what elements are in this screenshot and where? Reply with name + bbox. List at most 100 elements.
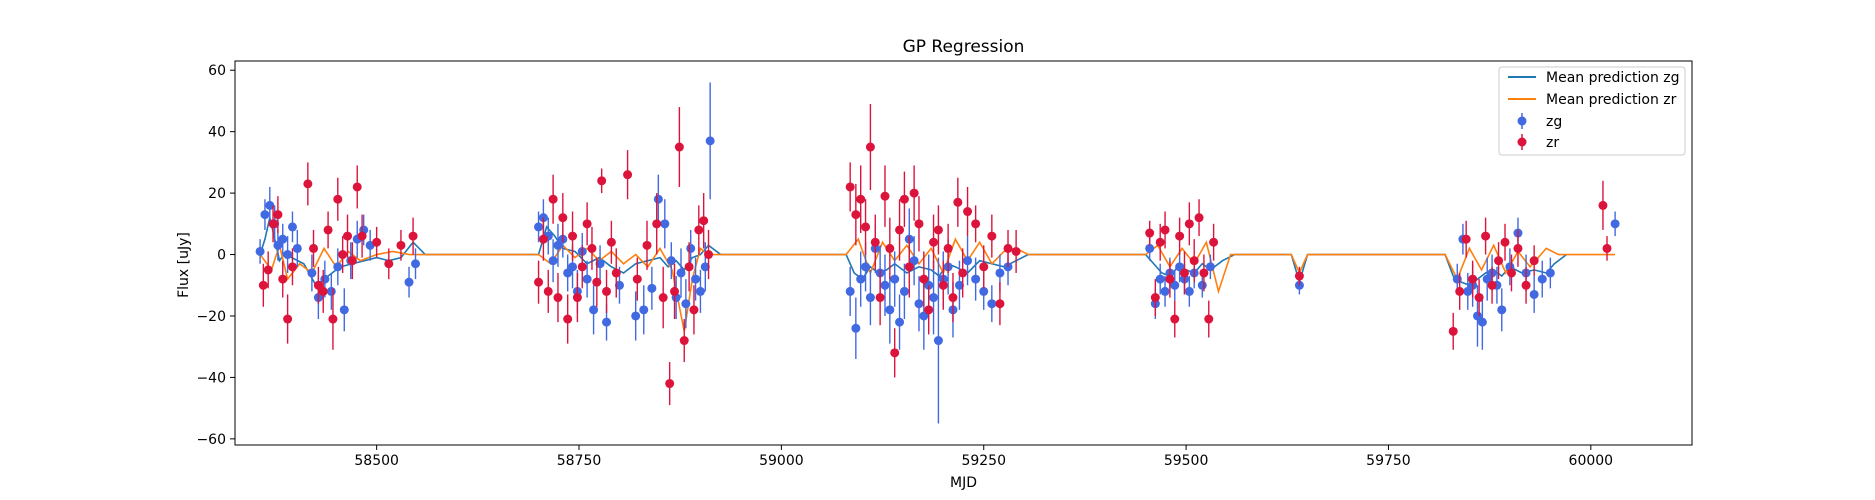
data-point-zg [333, 262, 343, 272]
data-point-zr [880, 191, 890, 201]
data-point-zg [326, 286, 336, 296]
data-point-zr [652, 219, 662, 229]
data-point-zg [307, 268, 317, 278]
legend-label-zg: zg [1546, 114, 1562, 130]
data-point-zr [278, 274, 288, 284]
data-point-zr [558, 213, 568, 223]
data-point-zr [861, 222, 871, 232]
data-point-zr [1468, 274, 1478, 284]
data-point-zr [679, 336, 689, 346]
x-axis-label: MJD [950, 475, 977, 491]
data-point-zr [563, 314, 573, 324]
data-point-zr [642, 240, 652, 250]
data-point-zr [258, 280, 268, 290]
x-axis: 58500 58750 59000 59250 59500 59750 60000 [354, 445, 1613, 469]
data-point-zr [1500, 237, 1510, 247]
data-point-zr [347, 256, 357, 266]
data-point-zr [870, 237, 880, 247]
data-point-zg [885, 305, 895, 315]
data-point-zr [963, 207, 973, 217]
data-point-zg [971, 274, 981, 284]
data-point-zg [278, 234, 288, 244]
data-point-zr [287, 262, 297, 272]
data-point-zr [1506, 268, 1516, 278]
data-point-zr [979, 262, 989, 272]
data-point-zg [292, 243, 302, 253]
data-point-zr [689, 305, 699, 315]
data-point-zr [1494, 256, 1504, 266]
y-tick-label: 0 [217, 248, 226, 264]
y-axis-label: Flux [uJy] [176, 232, 192, 298]
data-point-zr [1199, 268, 1209, 278]
data-point-zr [548, 194, 558, 204]
data-point-zr [1160, 225, 1170, 235]
data-point-zr [1529, 256, 1539, 266]
chart-title: GP Regression [903, 37, 1025, 57]
data-point-zg [1497, 305, 1507, 315]
data-point-zr [1474, 293, 1484, 303]
x-tick-label: 59500 [1164, 453, 1209, 469]
data-point-zg [548, 256, 558, 266]
data-point-zr [1209, 237, 1219, 247]
data-point-zr [328, 314, 338, 324]
data-point-zg [861, 262, 871, 272]
data-point-zr [845, 182, 855, 192]
data-point-zr [577, 262, 587, 272]
data-point-zg [255, 246, 265, 256]
data-point-zg [260, 210, 270, 220]
data-point-zg [1610, 219, 1620, 229]
data-point-zg [856, 274, 866, 284]
data-point-zr [283, 314, 293, 324]
data-point-zg [660, 219, 670, 229]
data-point-zg [653, 194, 663, 204]
data-point-zg [339, 305, 349, 315]
data-point-zg [890, 274, 900, 284]
y-tick-label: 20 [208, 186, 226, 202]
data-point-zg [681, 299, 691, 309]
data-point-zg [1463, 286, 1473, 296]
y-tick-label: 60 [208, 63, 226, 79]
data-point-zg [602, 317, 612, 327]
data-point-zg [880, 280, 890, 290]
data-point-zr [568, 231, 578, 241]
data-point-zg [411, 259, 421, 269]
legend-label-zr: zr [1546, 135, 1559, 151]
data-point-zg [614, 280, 624, 290]
data-point-zg [1545, 268, 1555, 278]
data-point-zr [856, 194, 866, 204]
data-point-zr [904, 262, 914, 272]
data-point-zg [1537, 274, 1547, 284]
x-tick-label: 59750 [1366, 453, 1411, 469]
data-point-zr [851, 210, 861, 220]
data-point-zr [699, 216, 709, 226]
legend: Mean prediction zg Mean prediction zr zg… [1498, 66, 1686, 156]
data-point-zr [1294, 271, 1304, 281]
data-point-zr [343, 231, 353, 241]
data-point-zr [534, 277, 544, 287]
data-point-zr [1194, 213, 1204, 223]
data-point-zg [995, 268, 1005, 278]
data-point-zg [287, 222, 297, 232]
data-point-zr [1003, 243, 1013, 253]
data-point-zg [676, 268, 686, 278]
data-point-zr [538, 234, 548, 244]
data-point-zr [899, 194, 909, 204]
data-point-zr [1155, 237, 1165, 247]
data-point-zg [1529, 289, 1539, 299]
y-tick-label: 40 [208, 125, 226, 141]
data-point-zr [592, 277, 602, 287]
data-point-zr [632, 274, 642, 284]
data-point-zg [691, 274, 701, 284]
data-point-zr [1150, 293, 1160, 303]
data-point-zr [384, 259, 394, 269]
data-point-zg [639, 305, 649, 315]
data-point-zg [963, 256, 973, 266]
data-point-zg [553, 240, 563, 250]
x-tick-label: 58500 [354, 453, 399, 469]
data-point-zg [563, 268, 573, 278]
data-point-zg [933, 336, 943, 346]
data-point-zg [686, 243, 696, 253]
data-point-zr [309, 243, 319, 253]
data-point-zr [1165, 274, 1175, 284]
